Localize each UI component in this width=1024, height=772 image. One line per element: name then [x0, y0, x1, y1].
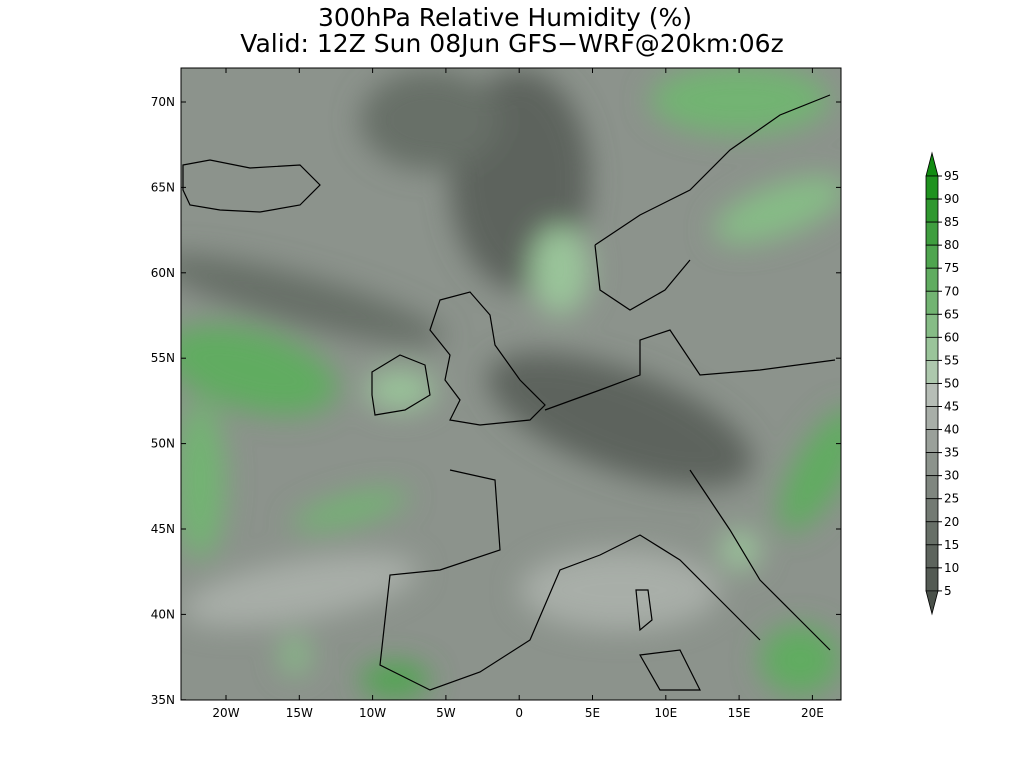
colorbar-swatch	[925, 290, 939, 315]
colorbar-swatch	[925, 567, 939, 592]
latitude-label: 45N	[151, 522, 175, 536]
colorbar-label: 25	[944, 492, 959, 506]
latitude-label: 65N	[151, 180, 175, 194]
colorbar-label: 5	[944, 584, 952, 598]
colorbar-swatch	[925, 313, 939, 338]
colorbar-swatch	[925, 521, 939, 546]
colorbar-label: 60	[944, 330, 959, 344]
colorbar-swatch	[925, 452, 939, 477]
colorbar-label: 95	[944, 169, 959, 183]
colorbar-label: 55	[944, 353, 959, 367]
colorbar-swatch	[925, 198, 939, 223]
colorbar-label: 10	[944, 561, 959, 575]
colorbar-swatch	[925, 383, 939, 407]
colorbar-label: 65	[944, 307, 959, 321]
colorbar-arrow	[925, 590, 939, 616]
longitude-label: 15E	[728, 706, 751, 720]
longitude-label: 20W	[212, 706, 239, 720]
colorbar-label: 85	[944, 215, 959, 229]
colorbar-label: 20	[944, 515, 959, 529]
map-subtitle: Valid: 12Z Sun 08Jun GFS−WRF@20km:06z	[240, 29, 783, 58]
colorbar-label: 40	[944, 423, 959, 437]
coastlines	[182, 94, 836, 691]
colorbar-label: 90	[944, 192, 959, 206]
colorbar-swatch	[925, 244, 939, 269]
longitude-label: 20E	[801, 706, 824, 720]
longitude-label: 15W	[286, 706, 313, 720]
colorbar-label: 45	[944, 400, 959, 414]
colorbar-swatch	[925, 429, 939, 453]
colorbar-swatch	[925, 175, 939, 200]
colorbar-label: 70	[944, 284, 959, 298]
colorbar-swatch	[925, 498, 939, 523]
map-title: 300hPa Relative Humidity (%)	[318, 3, 692, 32]
longitude-label: 5E	[585, 706, 600, 720]
colorbar-label: 75	[944, 261, 959, 275]
colorbar-swatch	[925, 267, 939, 292]
longitude-label: 10W	[359, 706, 386, 720]
map-frame	[180, 67, 842, 701]
latitude-label: 40N	[151, 607, 175, 621]
colorbar-swatch	[925, 475, 939, 500]
colorbar-swatch	[925, 544, 939, 569]
latitude-label: 55N	[151, 351, 175, 365]
colorbar-swatch	[925, 359, 939, 384]
colorbar-swatch	[925, 221, 939, 246]
longitude-label: 10E	[654, 706, 677, 720]
latitude-label: 35N	[151, 693, 175, 707]
latitude-label: 70N	[151, 95, 175, 109]
longitude-label: 5W	[436, 706, 456, 720]
colorbar-arrow	[925, 151, 939, 177]
colorbar-swatch	[925, 336, 939, 361]
longitude-label: 0	[515, 706, 523, 720]
humidity-field	[181, 68, 841, 700]
colorbar-label: 30	[944, 469, 959, 483]
colorbar-swatch	[925, 406, 939, 430]
latitude-label: 50N	[151, 437, 175, 451]
colorbar-label: 35	[944, 446, 959, 460]
colorbar-label: 80	[944, 238, 959, 252]
latitude-label: 60N	[151, 266, 175, 280]
colorbar-label: 50	[944, 376, 959, 390]
colorbar-label: 15	[944, 538, 959, 552]
